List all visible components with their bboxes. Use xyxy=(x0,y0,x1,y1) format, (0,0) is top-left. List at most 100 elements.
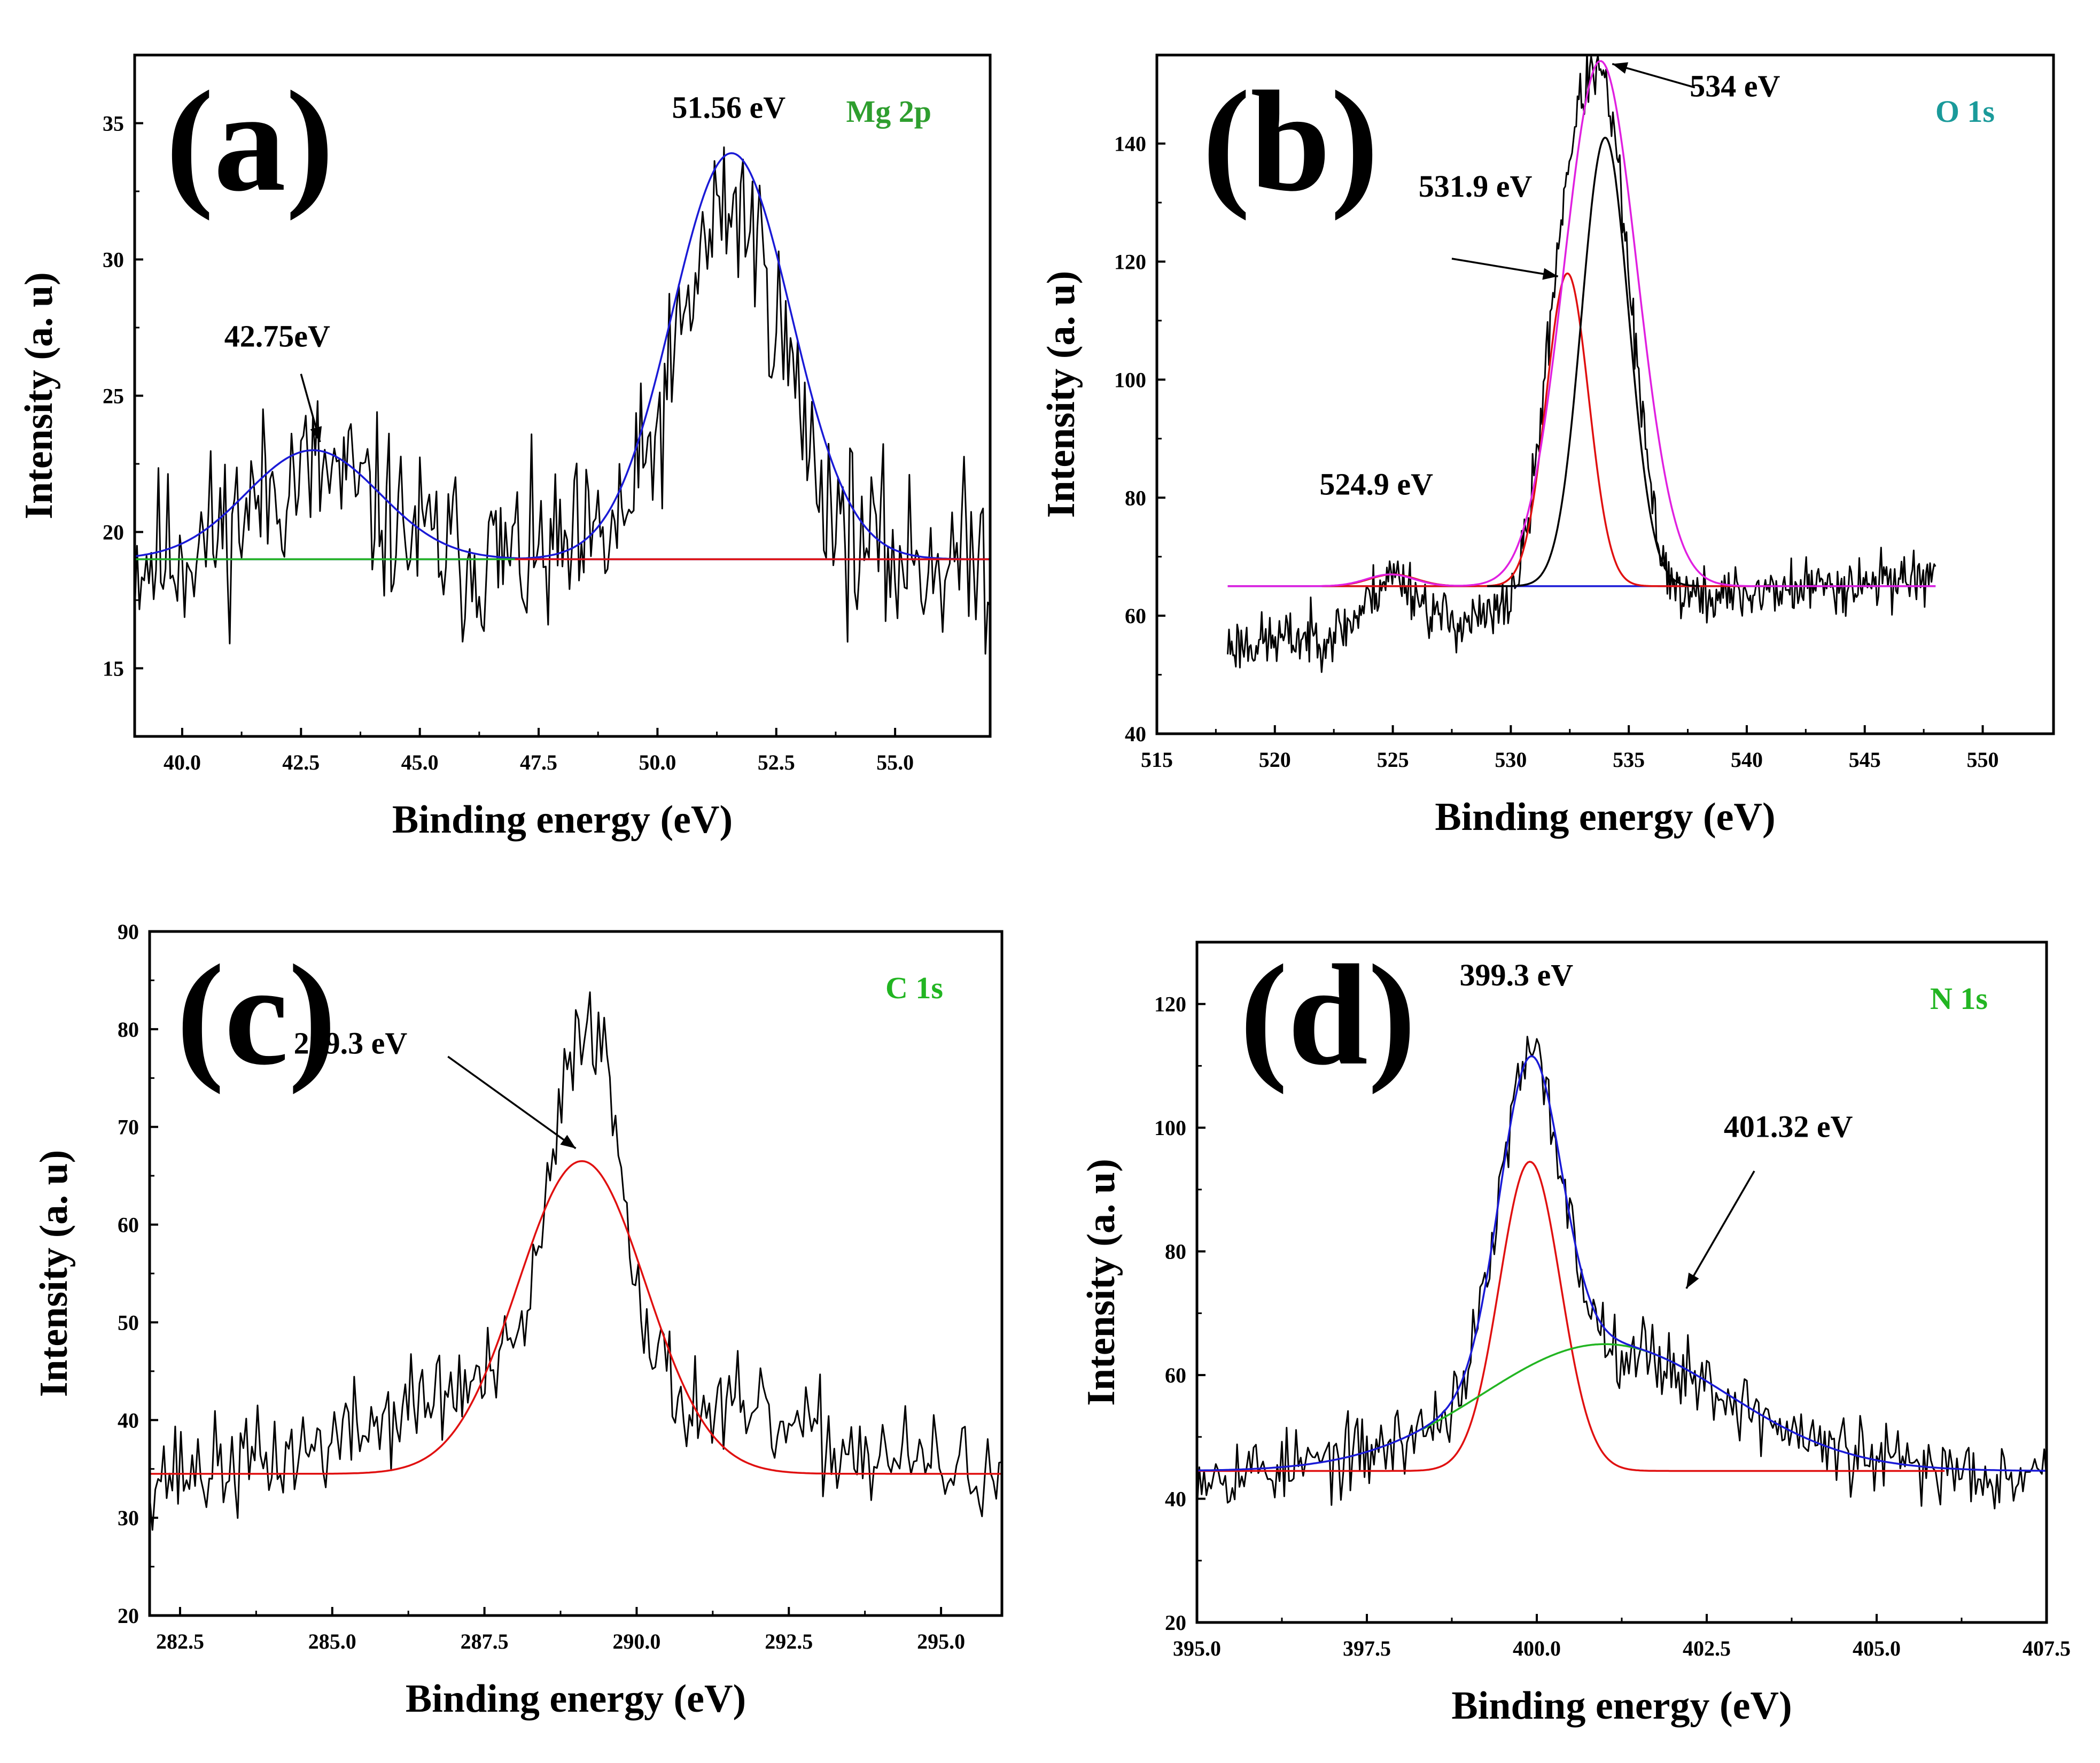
peak-annotation: 42.75eV xyxy=(224,319,330,354)
peak-annotation: 51.56 eV xyxy=(672,90,785,125)
x-tick-label: 540 xyxy=(1731,748,1763,772)
y-tick-label: 100 xyxy=(1114,368,1146,392)
x-tick-label: 535 xyxy=(1613,748,1645,772)
y-tick-label: 15 xyxy=(103,657,124,681)
peak-annotation: 401.32 eV xyxy=(1724,1109,1853,1144)
x-tick-label: 40.0 xyxy=(164,750,201,774)
x-tick-label: 290.0 xyxy=(612,1629,660,1653)
y-tick-label: 35 xyxy=(103,112,124,136)
series-line-5: fit 534 eV xyxy=(1487,136,1700,587)
series-line-1: fit 289.3 eV xyxy=(150,1160,1002,1475)
x-axis-label: Binding energy (eV) xyxy=(392,798,733,842)
x-tick-label: 285.0 xyxy=(308,1629,356,1653)
x-tick-label: 55.0 xyxy=(876,750,914,774)
series-group: rawfit 399.3 eVfit 401.32 eVenvelope xyxy=(1197,1036,2047,1510)
annotation-arrowhead xyxy=(1542,268,1558,280)
y-tick-label: 20 xyxy=(103,521,124,545)
annotation-arrow xyxy=(1685,1170,1755,1289)
x-tick-label: 287.5 xyxy=(461,1629,509,1653)
x-tick-label: 282.5 xyxy=(156,1629,204,1653)
y-tick-label: 60 xyxy=(1125,604,1146,628)
series-group: rawbackgroundfit 531.9 eVfit 524.9 eVenv… xyxy=(1227,55,1936,673)
x-tick-label: 400.0 xyxy=(1513,1636,1561,1660)
x-axis-label: Binding energy (eV) xyxy=(1435,795,1775,839)
y-tick-label: 100 xyxy=(1154,1116,1186,1140)
x-tick-label: 42.5 xyxy=(282,750,320,774)
series-line-0: raw xyxy=(1227,55,1936,673)
y-tick-label: 140 xyxy=(1114,132,1146,156)
y-tick-label: 25 xyxy=(103,384,124,408)
y-axis-label: Intensity (a. u) xyxy=(1039,271,1083,518)
panel-a: rawpeak 42.75 eVpeak 51.56 eVbackgroundb… xyxy=(17,53,992,842)
peak-annotation: 534 eV xyxy=(1690,68,1780,103)
series-line-0: raw xyxy=(1197,1036,2047,1510)
annotation-arrowhead xyxy=(1612,62,1629,74)
x-tick-label: 397.5 xyxy=(1343,1636,1391,1660)
y-tick-label: 20 xyxy=(1165,1611,1186,1635)
y-tick-label: 80 xyxy=(1125,486,1146,510)
y-tick-label: 40 xyxy=(118,1408,139,1432)
x-tick-label: 405.0 xyxy=(1853,1636,1901,1660)
series-group: rawfit 289.3 eV xyxy=(150,991,1002,1531)
panel-letter: (b) xyxy=(1202,61,1379,221)
y-tick-label: 80 xyxy=(1165,1240,1186,1264)
annotation-arrowhead xyxy=(560,1135,576,1148)
y-tick-label: 60 xyxy=(1165,1363,1186,1387)
x-tick-label: 515 xyxy=(1141,748,1173,772)
series-line-0: raw xyxy=(135,146,990,655)
annotation-arrowhead xyxy=(1686,1272,1699,1289)
x-axis-label: Binding energy (eV) xyxy=(1451,1684,1792,1728)
annotation-arrowhead xyxy=(310,426,322,442)
plot-frame xyxy=(1155,53,2055,735)
peak-annotation: 531.9 eV xyxy=(1419,169,1533,204)
series-line-4: envelope xyxy=(1227,60,1936,587)
panel-c: rawfit 289.3 eV 282.5 285.0 287.5 290.0 292.5… xyxy=(32,920,1004,1721)
y-axis-label: Intensity (a. u) xyxy=(17,272,61,519)
annotation-arrow xyxy=(447,1055,577,1150)
y-tick-label: 40 xyxy=(1125,722,1146,746)
panel-d: rawfit 399.3 eVfit 401.32 eVenvelope 395.… xyxy=(1079,935,2071,1728)
element-label: Mg 2p xyxy=(846,94,932,129)
y-tick-label: 70 xyxy=(118,1115,139,1139)
series-line-0: raw xyxy=(150,991,1002,1531)
x-tick-label: 52.5 xyxy=(758,750,795,774)
y-tick-label: 20 xyxy=(118,1604,139,1628)
element-label: O 1s xyxy=(1935,94,1995,129)
annotation-arrow xyxy=(1451,258,1558,277)
x-tick-label: 395.0 xyxy=(1173,1636,1221,1660)
series-line-3: envelope xyxy=(1197,1055,2047,1472)
series-line-2: fit 531.9 eV xyxy=(1322,272,1771,587)
element-label: C 1s xyxy=(885,970,943,1005)
y-tick-label: 80 xyxy=(118,1018,139,1042)
y-tick-label: 120 xyxy=(1154,992,1186,1016)
y-tick-label: 30 xyxy=(103,248,124,272)
x-tick-label: 47.5 xyxy=(520,750,557,774)
y-tick-label: 90 xyxy=(118,920,139,944)
x-tick-label: 407.5 xyxy=(2023,1636,2071,1660)
y-tick-label: 30 xyxy=(118,1506,139,1530)
peak-annotation: 289.3 eV xyxy=(294,1026,408,1061)
peak-annotation: 399.3 eV xyxy=(1460,958,1574,992)
series-line-1: fit 399.3 eV xyxy=(1197,1161,1945,1472)
panel-b: rawbackgroundfit 531.9 eVfit 524.9 eVenv… xyxy=(1039,53,2055,839)
x-tick-label: 45.0 xyxy=(401,750,439,774)
x-tick-label: 530 xyxy=(1495,748,1527,772)
x-tick-label: 295.0 xyxy=(917,1629,965,1653)
panel-letter: (d) xyxy=(1240,935,1416,1095)
x-axis-label: Binding energy (eV) xyxy=(406,1677,746,1721)
y-axis-label: Intensity (a. u) xyxy=(32,1150,76,1397)
series-group: rawpeak 42.75 eVpeak 51.56 eVbackgroundb… xyxy=(135,146,990,655)
x-tick-label: 550 xyxy=(1967,748,1999,772)
y-tick-label: 40 xyxy=(1165,1487,1186,1511)
panel-letter: (c) xyxy=(176,935,337,1095)
panel-letter: (a) xyxy=(166,61,334,221)
peak-annotation: 524.9 eV xyxy=(1319,467,1433,502)
y-axis-label: Intensity (a. u) xyxy=(1079,1159,1123,1406)
x-tick-label: 292.5 xyxy=(765,1629,813,1653)
element-label: N 1s xyxy=(1930,981,1988,1016)
y-tick-label: 50 xyxy=(118,1310,139,1334)
x-tick-label: 545 xyxy=(1849,748,1881,772)
x-tick-label: 50.0 xyxy=(639,750,676,774)
